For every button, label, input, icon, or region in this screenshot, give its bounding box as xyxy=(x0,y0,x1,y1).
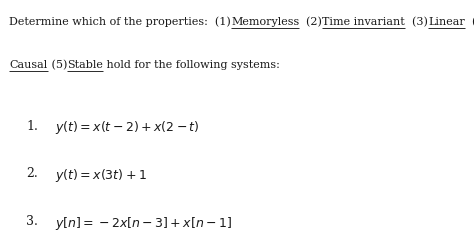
Text: hold for the following systems:: hold for the following systems: xyxy=(103,60,280,70)
Text: 3.: 3. xyxy=(26,215,38,228)
Text: Causal: Causal xyxy=(9,60,48,70)
Text: (5): (5) xyxy=(48,60,67,70)
Text: 1.: 1. xyxy=(26,120,38,132)
Text: Memoryless: Memoryless xyxy=(231,17,300,27)
Text: Linear: Linear xyxy=(428,17,465,27)
Text: (2): (2) xyxy=(300,17,322,27)
Text: (3): (3) xyxy=(405,17,428,27)
Text: 2.: 2. xyxy=(26,167,38,180)
Text: $y(t) = x(t-2) + x(2-t)$: $y(t) = x(t-2) + x(2-t)$ xyxy=(55,120,199,136)
Text: Stable: Stable xyxy=(67,60,103,70)
Text: (4): (4) xyxy=(465,17,474,27)
Text: Determine which of the properties:  (1): Determine which of the properties: (1) xyxy=(9,17,231,27)
Text: Time invariant: Time invariant xyxy=(322,17,405,27)
Text: $y(t) = x(3t) + 1$: $y(t) = x(3t) + 1$ xyxy=(55,167,146,184)
Text: $y[n] =- 2x[n-3] + x[n-1]$: $y[n] =- 2x[n-3] + x[n-1]$ xyxy=(55,215,232,232)
